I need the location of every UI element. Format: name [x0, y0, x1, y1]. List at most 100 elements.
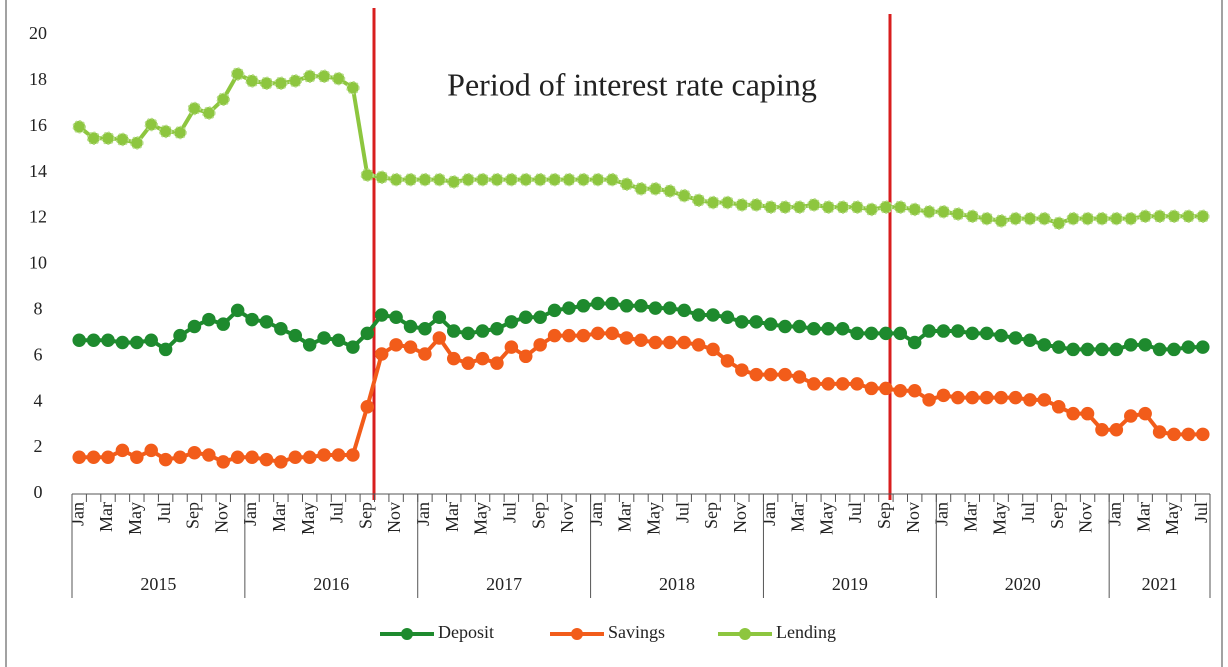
- series-marker: [850, 377, 864, 391]
- series-marker: [720, 354, 735, 368]
- series-marker: [619, 299, 634, 313]
- series-marker: [1037, 211, 1052, 226]
- series-marker: [374, 170, 389, 185]
- series-marker: [663, 335, 677, 350]
- x-tick-label: Sep: [701, 502, 721, 529]
- series-marker: [979, 390, 994, 405]
- series-marker: [1181, 340, 1196, 354]
- series-marker: [1138, 406, 1152, 421]
- series-marker: [446, 175, 461, 189]
- series-marker: [907, 383, 922, 398]
- series-marker: [259, 315, 274, 329]
- series-marker: [446, 324, 461, 338]
- x-tick-label: May: [816, 502, 836, 535]
- series-marker: [691, 338, 706, 352]
- series-marker: [1080, 342, 1095, 357]
- series-marker: [792, 319, 807, 334]
- series-marker: [173, 328, 187, 343]
- x-tick-label: Jan: [240, 502, 260, 526]
- series-marker: [418, 347, 432, 361]
- series-marker: [1124, 409, 1138, 423]
- series-marker: [547, 328, 562, 343]
- series-marker: [389, 338, 403, 352]
- series-marker: [1051, 400, 1066, 414]
- series-marker: [389, 310, 403, 325]
- series-marker: [763, 367, 778, 382]
- series-marker: [130, 136, 144, 150]
- series-marker: [994, 390, 1008, 405]
- series-marker: [835, 200, 850, 214]
- series-marker: [591, 326, 605, 341]
- x-tick-label: Mar: [1133, 502, 1153, 532]
- series-marker: [331, 333, 346, 347]
- series-marker: [1066, 211, 1080, 226]
- series-marker: [778, 367, 792, 382]
- series-marker: [879, 200, 893, 214]
- series-marker: [230, 67, 245, 81]
- series-marker: [504, 315, 519, 329]
- series-marker: [72, 120, 86, 134]
- series-marker: [302, 338, 317, 352]
- series-marker: [835, 322, 850, 336]
- annotation: Period of interest rate caping: [447, 66, 817, 102]
- series-marker: [158, 124, 173, 139]
- series-marker: [562, 172, 576, 187]
- series-marker: [230, 450, 245, 465]
- series-marker: [778, 200, 792, 214]
- series-marker: [1008, 390, 1023, 405]
- series-marker: [461, 356, 475, 370]
- series-marker: [864, 202, 879, 217]
- series-marker: [187, 101, 202, 116]
- series-marker: [807, 198, 821, 212]
- series-marker: [245, 450, 259, 465]
- series-marker: [677, 188, 691, 203]
- series-marker: [144, 443, 158, 458]
- series-marker: [936, 324, 951, 338]
- series-marker: [245, 74, 259, 88]
- year-label: 2016: [313, 574, 349, 594]
- x-tick-label: Sep: [1047, 502, 1067, 529]
- series-marker: [864, 326, 879, 341]
- series-marker: [317, 69, 331, 84]
- series-marker: [130, 335, 144, 350]
- x-tick-label: Mar: [615, 502, 635, 532]
- series-marker: [562, 301, 576, 315]
- series-marker: [1181, 427, 1196, 442]
- series-marker: [1023, 393, 1037, 407]
- series-marker: [519, 349, 533, 364]
- series-marker: [792, 200, 807, 214]
- series-marker: [490, 172, 504, 187]
- y-tick-label: 0: [34, 482, 43, 502]
- y-tick-label: 6: [34, 344, 43, 364]
- series-marker: [677, 335, 691, 350]
- series-marker: [403, 172, 418, 187]
- series-marker: [202, 312, 216, 327]
- y-tick-label: 2: [34, 436, 43, 456]
- series-marker: [1023, 211, 1037, 226]
- series-marker: [519, 172, 533, 187]
- series-marker: [1051, 340, 1066, 354]
- series-marker: [648, 301, 663, 315]
- y-tick-label: 14: [29, 161, 47, 181]
- series-marker: [86, 131, 101, 146]
- series-marker: [749, 198, 763, 212]
- x-tick-label: May: [298, 502, 318, 535]
- series-marker: [1196, 209, 1210, 224]
- series-marker: [562, 328, 576, 343]
- series-marker: [735, 198, 749, 212]
- series-marker: [1109, 342, 1124, 357]
- series-marker: [706, 195, 720, 210]
- series-marker: [663, 184, 677, 198]
- series-marker: [648, 182, 663, 196]
- series-marker: [317, 448, 331, 462]
- series-marker: [922, 324, 936, 338]
- series-marker: [101, 450, 115, 465]
- series-marker: [533, 310, 547, 325]
- series-marker: [432, 331, 447, 345]
- series-marker: [331, 448, 346, 462]
- series-marker: [735, 363, 749, 377]
- series-marker: [994, 328, 1008, 343]
- x-tick-label: Jul: [499, 502, 519, 523]
- series-marker: [763, 317, 778, 331]
- series-marker: [979, 211, 994, 226]
